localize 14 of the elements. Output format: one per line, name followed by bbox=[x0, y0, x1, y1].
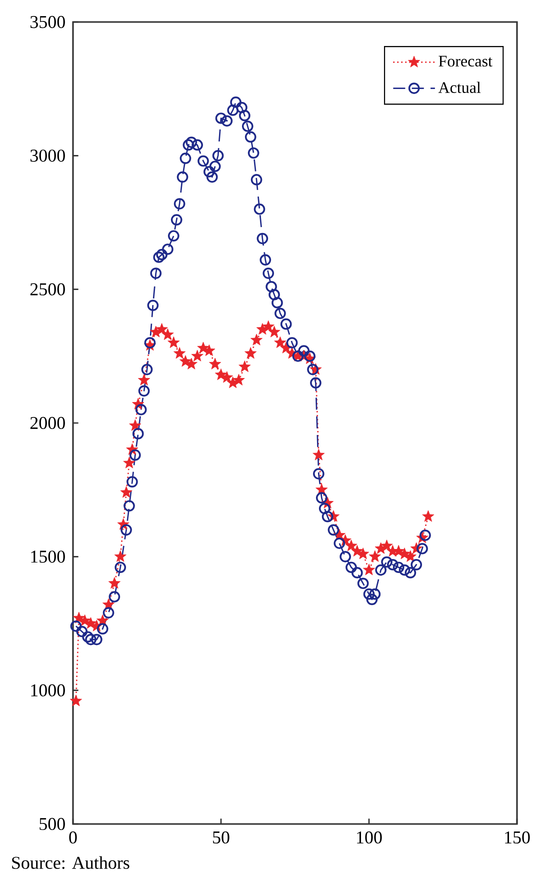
y-tick-label: 1000 bbox=[31, 684, 65, 696]
legend-label: Actual bbox=[438, 82, 481, 93]
x-tick-label: 150 bbox=[505, 831, 530, 844]
y-tick-label: 2500 bbox=[30, 283, 65, 296]
y-tick-label: 3000 bbox=[30, 150, 65, 162]
legend-label: Forecast bbox=[438, 56, 492, 67]
x-tick-label: 0 bbox=[69, 831, 77, 844]
x-tick-label: 50 bbox=[213, 831, 230, 844]
y-tick-label: 2000 bbox=[30, 416, 65, 430]
x-tick-label: 100 bbox=[357, 831, 382, 844]
y-tick-label: 3500 bbox=[30, 16, 65, 28]
y-tick-label: 500 bbox=[40, 818, 65, 830]
source-note: Source: Authors bbox=[12, 856, 130, 869]
y-tick-label: 1500 bbox=[31, 550, 65, 563]
